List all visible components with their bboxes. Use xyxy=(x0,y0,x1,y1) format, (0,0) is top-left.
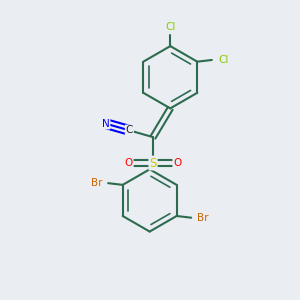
Text: O: O xyxy=(173,158,181,168)
Text: Cl: Cl xyxy=(218,55,229,65)
Text: O: O xyxy=(124,158,133,168)
Text: C: C xyxy=(126,125,133,135)
Text: Cl: Cl xyxy=(165,22,175,32)
Text: S: S xyxy=(149,157,157,169)
Text: Br: Br xyxy=(91,178,102,188)
Text: N: N xyxy=(102,118,110,129)
Text: Br: Br xyxy=(197,213,208,223)
